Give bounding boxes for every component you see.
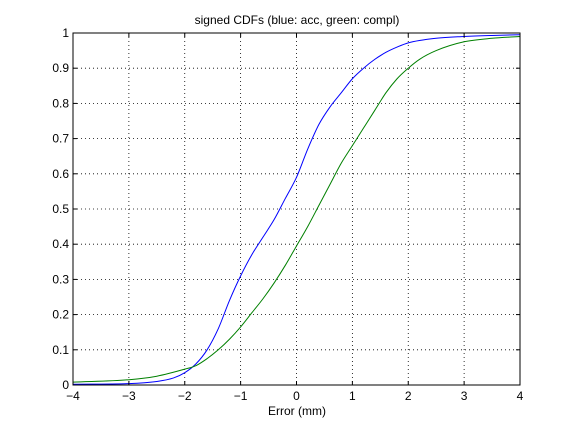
y-tick-label: 0.7 — [52, 132, 69, 146]
y-tick-label: 0.5 — [52, 202, 69, 216]
x-tick-label: 2 — [405, 389, 412, 403]
x-tick-label: −1 — [234, 389, 248, 403]
y-tick-labels: 0 0.1 0.2 0.3 0.4 0.5 0.6 0.7 0.8 0.9 1 — [52, 26, 69, 392]
x-tick-label: −4 — [66, 389, 80, 403]
tick-marks — [72, 32, 521, 386]
y-tick-label: 0 — [62, 378, 69, 392]
x-tick-label: −3 — [122, 389, 136, 403]
grid-lines — [73, 33, 520, 385]
x-tick-labels: −4 −3 −2 −1 0 1 2 3 4 — [66, 389, 524, 403]
x-tick-label: 1 — [349, 389, 356, 403]
x-tick-label: 3 — [461, 389, 468, 403]
series-line-2 — [72, 36, 521, 383]
y-tick-label: 0.3 — [52, 272, 69, 286]
y-tick-label: 0.9 — [52, 61, 69, 75]
y-tick-label: 0.6 — [52, 167, 69, 181]
x-axis-label: Error (mm) — [268, 404, 326, 418]
x-tick-label: −2 — [178, 389, 192, 403]
series-layer — [72, 34, 521, 385]
x-tick-label: 4 — [517, 389, 524, 403]
y-tick-label: 0.4 — [52, 237, 69, 251]
y-tick-label: 0.8 — [52, 96, 69, 110]
x-tick-label: 0 — [293, 389, 300, 403]
chart-title: signed CDFs (blue: acc, green: compl) — [195, 13, 400, 27]
y-tick-label: 0.2 — [52, 308, 69, 322]
y-tick-label: 1 — [62, 26, 69, 40]
y-tick-label: 0.1 — [52, 343, 69, 357]
